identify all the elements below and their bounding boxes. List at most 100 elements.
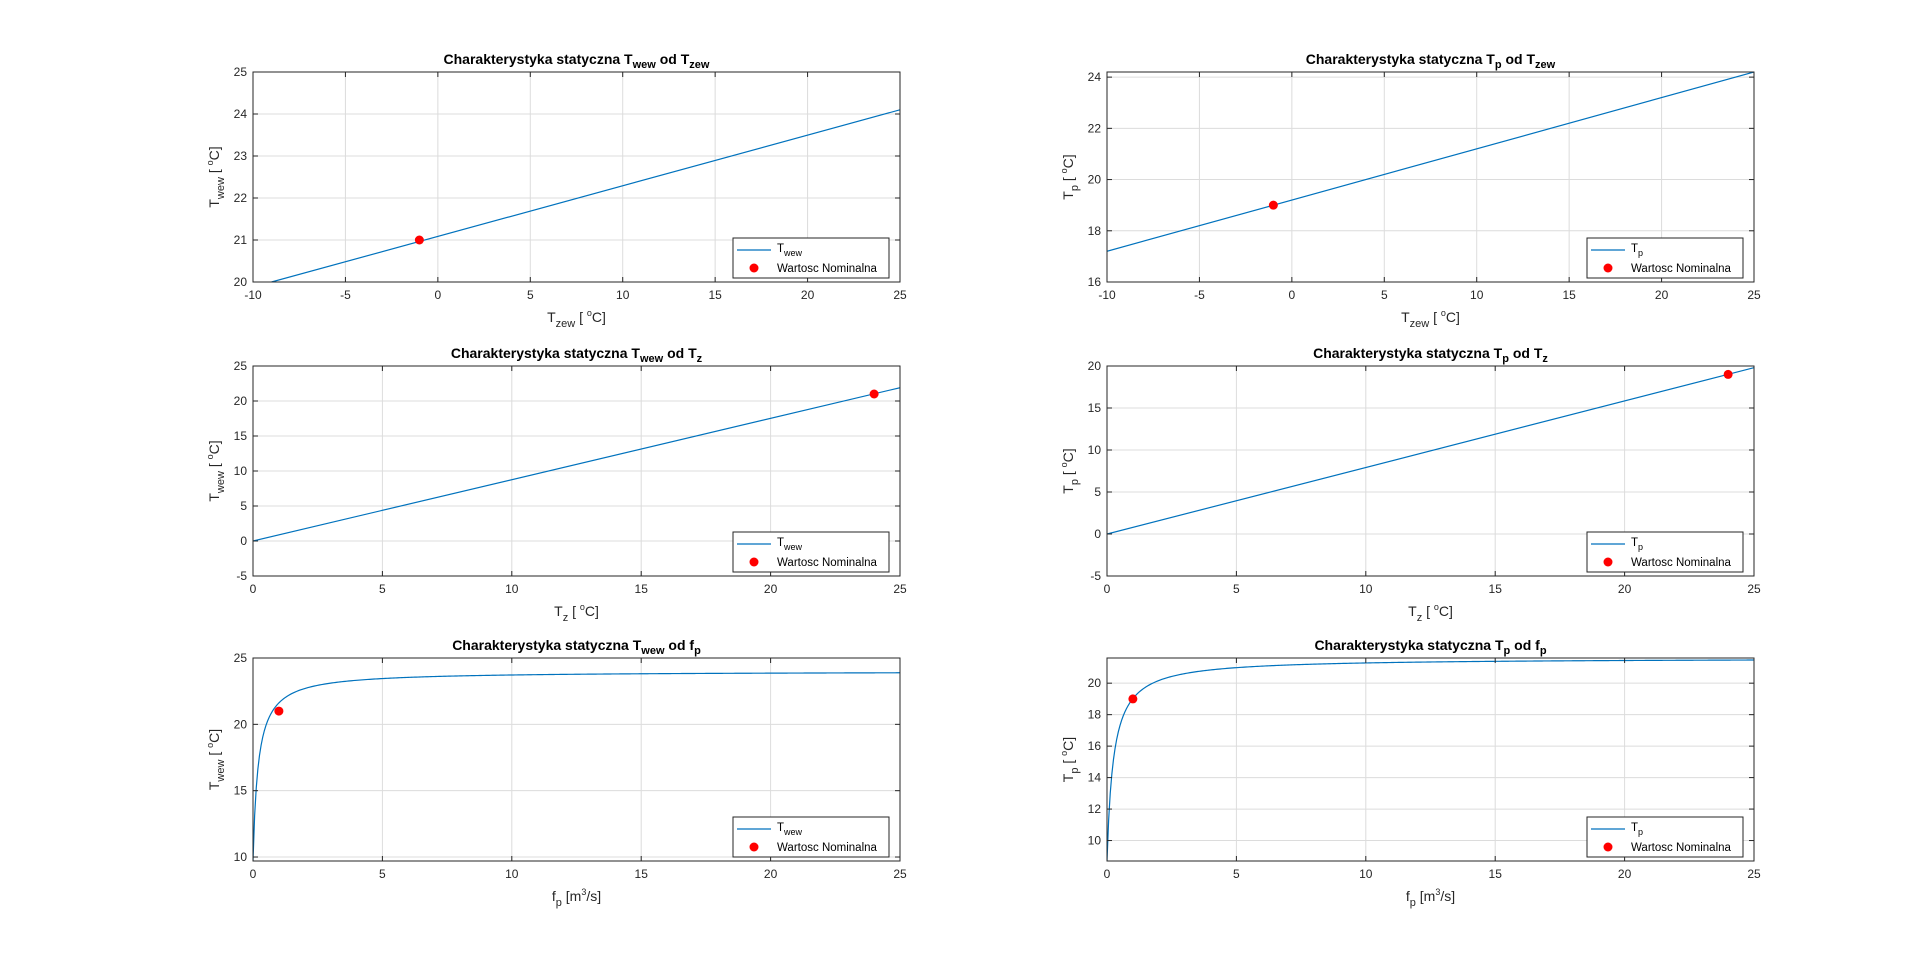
x-tick-label: 20 (764, 867, 778, 881)
nominal-point (414, 235, 424, 245)
y-tick-label: 20 (1088, 173, 1102, 187)
nominal-point (869, 389, 879, 399)
series-line (253, 672, 900, 861)
x-tick-label: 0 (1104, 867, 1111, 881)
x-tick-label: 10 (505, 867, 519, 881)
y-tick-label: 20 (234, 394, 248, 408)
nominal-point (1268, 200, 1278, 210)
y-tick-label: 21 (234, 233, 248, 247)
legend-point-swatch (1603, 842, 1613, 852)
y-tick-label: 15 (234, 784, 248, 798)
nominal-point (1723, 369, 1733, 379)
legend-line-label: Twew (777, 822, 803, 837)
axes-box (252, 657, 901, 862)
legend-box (732, 816, 890, 858)
x-tick-label: 15 (708, 288, 722, 302)
x-axis-label: fp [m3/s] (1406, 887, 1455, 909)
legend: Twew Wartosc Nominalna (732, 531, 890, 573)
y-tick-label: 23 (234, 149, 248, 163)
x-tick-label: -5 (340, 288, 351, 302)
legend-line-label: Twew (777, 537, 803, 552)
legend-line-label: Tp (1631, 537, 1643, 552)
x-axis-label: Tz [ oC] (554, 602, 599, 624)
x-axis-label: Tzew [ oC] (1401, 308, 1460, 330)
y-tick-label: 18 (1088, 708, 1102, 722)
legend-line-label: Tp (1631, 822, 1643, 837)
legend: Twew Wartosc Nominalna (732, 816, 890, 858)
nominal-point (1128, 694, 1138, 704)
y-tick-label: 10 (1088, 443, 1102, 457)
legend: Tp Wartosc Nominalna (1586, 237, 1744, 279)
x-tick-label: 10 (1359, 867, 1373, 881)
series-line (1107, 72, 1754, 252)
y-tick-label: 20 (1088, 676, 1102, 690)
x-tick-label: 25 (1747, 867, 1761, 881)
x-tick-label: -10 (244, 288, 262, 302)
legend-line-label: Twew (777, 243, 803, 258)
legend-box (1586, 816, 1744, 858)
y-tick-label: 10 (234, 850, 248, 864)
legend-point-label: Wartosc Nominalna (777, 557, 878, 569)
x-axis-label: fp [m3/s] (552, 887, 601, 909)
legend: Twew Wartosc Nominalna (732, 237, 890, 279)
legend-point-swatch (749, 263, 759, 273)
x-tick-label: 25 (1747, 582, 1761, 596)
y-tick-label: -5 (236, 569, 247, 583)
y-tick-label: 22 (1088, 121, 1102, 135)
y-tick-label: 16 (1088, 275, 1102, 289)
y-tick-label: 14 (1088, 771, 1102, 785)
legend-point-label: Wartosc Nominalna (777, 263, 878, 275)
y-tick-label: 10 (234, 464, 248, 478)
x-tick-label: 15 (635, 867, 649, 881)
legend-point-label: Wartosc Nominalna (1631, 842, 1732, 854)
legend-box (1586, 531, 1744, 573)
x-tick-label: 15 (635, 582, 649, 596)
y-tick-label: 24 (234, 107, 248, 121)
y-tick-label: 15 (1088, 401, 1102, 415)
x-tick-label: 20 (1618, 582, 1632, 596)
y-tick-label: -5 (1090, 569, 1101, 583)
legend: Tp Wartosc Nominalna (1586, 531, 1744, 573)
x-tick-label: 0 (1104, 582, 1111, 596)
y-tick-label: 5 (240, 499, 247, 513)
x-tick-label: 15 (1562, 288, 1576, 302)
chart-title: Charakterystyka statyczna Twew od Tzew (444, 51, 710, 71)
x-tick-label: 10 (616, 288, 630, 302)
x-axis-label: Tz [ oC] (1408, 602, 1453, 624)
chart-1: -10 -5 0 5 10 15 20 25 20 21 22 23 24 25 Charakterysty… (205, 51, 907, 330)
y-axis-label: Tp [ oC] (1059, 737, 1081, 782)
chart-5: 0 5 10 15 20 25 10 15 20 25 Charakterystyka statyc… (205, 637, 907, 909)
x-tick-label: 5 (379, 582, 386, 596)
legend-point-swatch (749, 842, 759, 852)
chart-title: Charakterystyka statyczna Tp od Tzew (1306, 51, 1556, 71)
series-line (271, 109, 900, 282)
x-tick-label: 15 (1489, 582, 1503, 596)
y-tick-label: 20 (1088, 359, 1102, 373)
x-tick-label: 15 (1489, 867, 1503, 881)
x-tick-label: 20 (764, 582, 778, 596)
legend-point-label: Wartosc Nominalna (777, 842, 878, 854)
x-tick-label: 20 (1618, 867, 1632, 881)
x-tick-label: 20 (1655, 288, 1669, 302)
y-tick-label: 22 (234, 191, 248, 205)
y-tick-label: 25 (234, 651, 248, 665)
x-tick-label: 25 (893, 288, 907, 302)
x-tick-label: 10 (505, 582, 519, 596)
y-tick-label: 15 (234, 429, 248, 443)
x-tick-label: -5 (1194, 288, 1205, 302)
y-axis-label: Tp [ oC] (1059, 448, 1081, 493)
y-tick-label: 5 (1094, 485, 1101, 499)
y-axis-label: Twew [ oC] (205, 729, 227, 790)
x-tick-label: 5 (1233, 582, 1240, 596)
axes-box (1106, 657, 1755, 862)
series-line (1107, 367, 1754, 535)
chart-6: 0 5 10 15 20 25 10 12 14 16 18 20 Charakterystyka st… (1059, 637, 1761, 909)
axes-box (252, 71, 901, 283)
legend-point-label: Wartosc Nominalna (1631, 557, 1732, 569)
y-tick-label: 20 (234, 275, 248, 289)
x-tick-label: 10 (1470, 288, 1484, 302)
x-axis-label: Tzew [ oC] (547, 308, 606, 330)
y-tick-label: 24 (1088, 70, 1102, 84)
